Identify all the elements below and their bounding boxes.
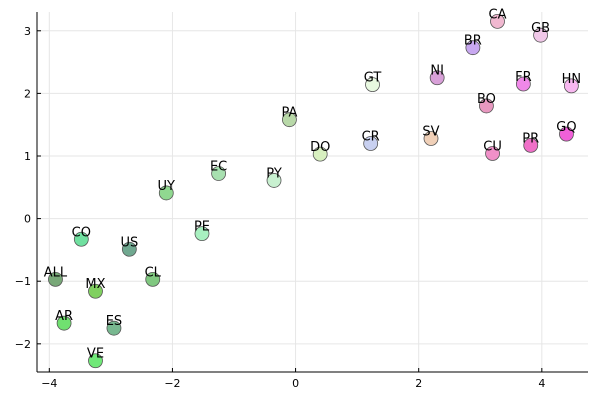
data-point-ec	[211, 166, 227, 181]
point-label-ar: AR	[55, 309, 73, 324]
point-labels: CA GB BR GT NI FR HN BO PA SV CR CU PR GQ DO EC PY UY PE CO…	[44, 7, 581, 361]
data-point-cl	[145, 271, 161, 287]
point-label-cr: CR	[362, 129, 380, 144]
y-tick-label: 3	[24, 25, 31, 38]
point-label-pe: PE	[194, 220, 210, 235]
point-label-do: DO	[310, 140, 330, 155]
point-label-cl: CL	[145, 265, 162, 280]
point-label-ni: NI	[430, 64, 444, 79]
data-point-cu	[485, 146, 500, 161]
data-points	[48, 13, 579, 369]
point-label-sv: SV	[422, 124, 439, 139]
y-tick-label: −2	[15, 338, 31, 351]
point-label-mx: MX	[85, 277, 105, 292]
point-label-ve: VE	[87, 347, 104, 362]
data-point-co	[73, 231, 89, 247]
point-label-gt: GT	[364, 71, 382, 86]
data-point-ar	[56, 315, 72, 331]
y-tick-label: 0	[24, 213, 31, 226]
data-point-pa	[282, 112, 297, 128]
point-label-gq: GQ	[556, 120, 576, 135]
data-point-mx	[88, 283, 103, 299]
data-point-gb	[533, 27, 548, 43]
tick-labels: −4 −2 0 2 4 −2 −1 0 1 2 3	[15, 25, 546, 390]
grid	[37, 12, 588, 372]
x-tick-label: 4	[538, 377, 545, 390]
data-point-bo	[479, 98, 494, 114]
data-point-pe	[194, 226, 210, 242]
point-label-ec: EC	[210, 160, 227, 175]
data-point-ve	[88, 353, 103, 369]
x-tick-label: −4	[41, 377, 57, 390]
point-label-hn: HN	[562, 72, 582, 87]
data-point-us	[121, 241, 137, 257]
x-tick-label: 2	[415, 377, 422, 390]
data-point-uy	[158, 185, 174, 201]
point-label-es: ES	[106, 314, 122, 329]
data-point-hn	[563, 78, 579, 94]
data-point-br	[465, 40, 481, 56]
point-label-ca: CA	[489, 7, 507, 22]
point-label-uy: UY	[158, 179, 176, 194]
data-point-cr	[363, 136, 379, 151]
point-label-fr: FR	[515, 70, 532, 85]
x-tick-label: 0	[292, 377, 299, 390]
point-label-cu: CU	[483, 139, 502, 154]
data-point-es	[106, 320, 122, 336]
y-tick-label: −1	[15, 275, 31, 288]
point-label-py: PY	[266, 166, 282, 181]
point-label-co: CO	[72, 225, 91, 240]
data-point-do	[312, 146, 328, 162]
axes	[36, 12, 588, 373]
point-label-br: BR	[464, 34, 482, 49]
data-point-all	[48, 271, 63, 287]
point-label-us: US	[120, 235, 138, 250]
y-tick-label: 2	[24, 87, 31, 100]
data-point-sv	[423, 131, 439, 146]
data-point-fr	[515, 76, 531, 92]
data-point-pr	[523, 137, 539, 153]
point-label-gb: GB	[531, 21, 550, 36]
y-tick-label: 1	[24, 150, 31, 163]
data-point-py	[266, 173, 282, 188]
data-point-ni	[429, 70, 445, 86]
x-tick-label: −2	[164, 377, 180, 390]
data-point-gt	[365, 77, 380, 93]
data-point-ca	[490, 13, 505, 29]
point-label-pr: PR	[522, 131, 539, 146]
point-label-pa: PA	[281, 106, 297, 121]
point-label-bo: BO	[477, 92, 496, 107]
data-point-gq	[559, 126, 574, 142]
point-label-all: ALL	[44, 265, 68, 280]
